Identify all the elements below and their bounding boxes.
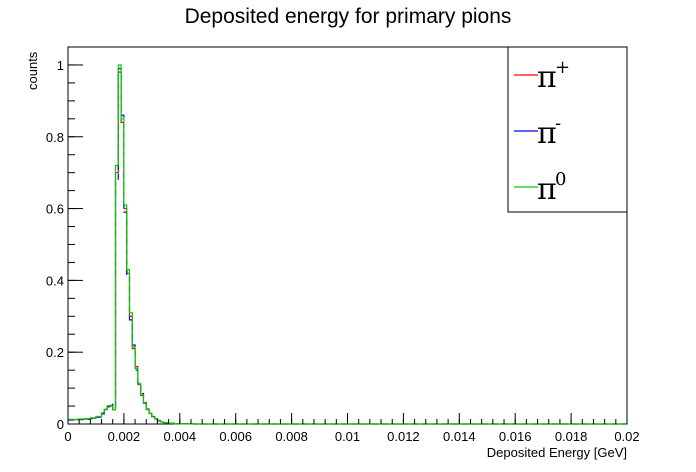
x-tick-label: 0.018 xyxy=(555,429,588,444)
chart-title: Deposited energy for primary pions xyxy=(185,5,512,28)
legend-label-2: π xyxy=(537,172,557,207)
axis-ticks: 0 0.002 0.004 0.006 0.008 0.01 0.012 0.014 0.016… xyxy=(46,46,640,444)
x-tick-label: 0.012 xyxy=(387,429,420,444)
x-tick-label: 0.006 xyxy=(219,429,252,444)
series-layer xyxy=(68,64,627,425)
legend: π+π-π0 xyxy=(507,46,628,213)
legend-label-0: π xyxy=(537,60,557,95)
legend-sup-2: 0 xyxy=(555,169,566,190)
x-tick-label: 0.004 xyxy=(164,429,197,444)
y-tick-label: 0.8 xyxy=(46,130,64,145)
series-line-2 xyxy=(68,64,627,425)
y-tick-label: 0 xyxy=(57,417,64,432)
x-tick-label: 0.002 xyxy=(108,429,141,444)
legend-label-1: π xyxy=(537,116,557,151)
x-tick-label: 0.008 xyxy=(275,429,308,444)
x-axis-label: Deposited Energy [GeV] xyxy=(487,445,627,460)
x-tick-label: 0.014 xyxy=(443,429,476,444)
y-tick-label: 0.6 xyxy=(46,202,64,217)
y-axis-label: counts xyxy=(25,51,40,90)
y-tick-label: 0.2 xyxy=(46,345,64,360)
x-tick-label: 0 xyxy=(64,429,71,444)
x-tick-label: 0.02 xyxy=(614,429,639,444)
x-tick-label: 0.01 xyxy=(335,429,360,444)
y-tick-label: 0.4 xyxy=(46,273,64,288)
legend-sup-0: + xyxy=(555,57,570,78)
legend-sup-1: - xyxy=(555,113,561,134)
x-tick-label: 0.016 xyxy=(499,429,532,444)
y-tick-label: 1 xyxy=(57,58,64,73)
